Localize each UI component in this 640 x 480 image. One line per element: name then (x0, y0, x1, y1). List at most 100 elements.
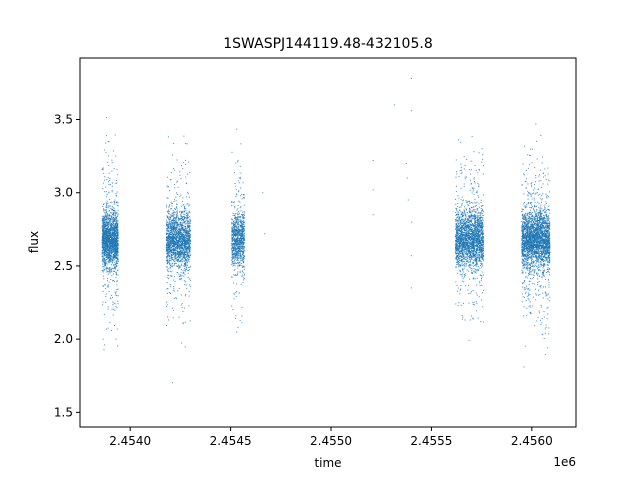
data-point (177, 219, 179, 221)
data-point (182, 234, 184, 236)
data-point (461, 264, 463, 266)
data-point (241, 227, 243, 229)
data-point (105, 249, 107, 251)
data-point (465, 218, 467, 220)
data-point (104, 234, 106, 236)
data-point (108, 252, 110, 254)
data-point (184, 227, 186, 229)
data-point (167, 277, 169, 279)
data-point (167, 241, 169, 243)
data-point (176, 222, 178, 224)
data-point (236, 219, 238, 221)
data-point (174, 243, 176, 245)
data-point (113, 243, 115, 245)
data-point (187, 161, 189, 163)
data-point (103, 246, 105, 248)
data-point (170, 244, 172, 246)
data-point (182, 270, 184, 272)
data-point (181, 216, 183, 218)
data-point (173, 254, 175, 256)
data-point (102, 259, 104, 261)
data-point (104, 246, 106, 248)
data-point (239, 178, 241, 180)
data-point (177, 225, 179, 227)
data-point (171, 224, 173, 226)
data-point (178, 236, 180, 238)
data-point (477, 238, 479, 240)
data-point (233, 220, 234, 222)
data-point (172, 213, 174, 215)
data-point (237, 271, 239, 273)
data-point (188, 232, 190, 234)
data-point (242, 265, 244, 267)
data-point (115, 226, 117, 228)
data-point (106, 237, 108, 239)
data-point (167, 217, 169, 219)
data-point (189, 247, 191, 249)
data-point (116, 252, 118, 254)
data-point (243, 233, 245, 235)
data-point (169, 263, 171, 265)
data-point (242, 255, 244, 257)
data-point (106, 271, 108, 273)
data-point (231, 242, 233, 244)
data-point (179, 275, 181, 277)
data-point (102, 249, 104, 251)
data-point (186, 196, 188, 198)
data-point (115, 248, 117, 250)
data-point (166, 219, 168, 221)
data-point (117, 225, 119, 227)
data-point (239, 230, 241, 232)
data-point (185, 228, 187, 230)
data-point (171, 235, 173, 237)
data-point (478, 196, 480, 198)
data-point (175, 236, 177, 238)
data-point (242, 214, 244, 216)
data-point (469, 179, 471, 181)
data-point (181, 217, 183, 219)
data-point (115, 194, 117, 196)
data-point (177, 234, 179, 236)
data-point (107, 229, 109, 231)
data-point (116, 202, 117, 204)
data-point (171, 307, 173, 309)
data-point (242, 266, 244, 268)
data-point (116, 236, 118, 238)
data-point (237, 273, 239, 275)
data-point (184, 211, 186, 213)
data-point (468, 264, 470, 266)
data-point (180, 223, 182, 225)
data-point (114, 256, 116, 258)
data-point (112, 250, 114, 252)
data-point (239, 261, 241, 263)
data-point (178, 253, 180, 255)
data-point (241, 258, 243, 260)
data-point (172, 218, 174, 220)
data-point (105, 301, 107, 303)
data-point (180, 245, 182, 247)
data-point (179, 265, 181, 267)
data-point (234, 217, 236, 219)
data-point (109, 220, 111, 222)
data-point (106, 211, 108, 213)
data-point (468, 257, 470, 259)
data-point (166, 233, 168, 235)
data-point (105, 230, 107, 232)
data-point (166, 246, 168, 248)
data-point (471, 251, 473, 253)
data-point (181, 257, 183, 259)
data-point (235, 222, 237, 224)
data-point (112, 270, 114, 272)
data-point (231, 230, 233, 231)
data-point (172, 230, 174, 232)
data-point (182, 323, 184, 325)
data-point (109, 184, 111, 186)
data-point (111, 227, 113, 229)
data-point (176, 192, 178, 194)
data-point (480, 255, 482, 257)
data-point (242, 225, 244, 227)
data-point (189, 227, 191, 229)
data-point (479, 216, 481, 218)
data-point (103, 240, 105, 242)
data-point (181, 251, 183, 253)
